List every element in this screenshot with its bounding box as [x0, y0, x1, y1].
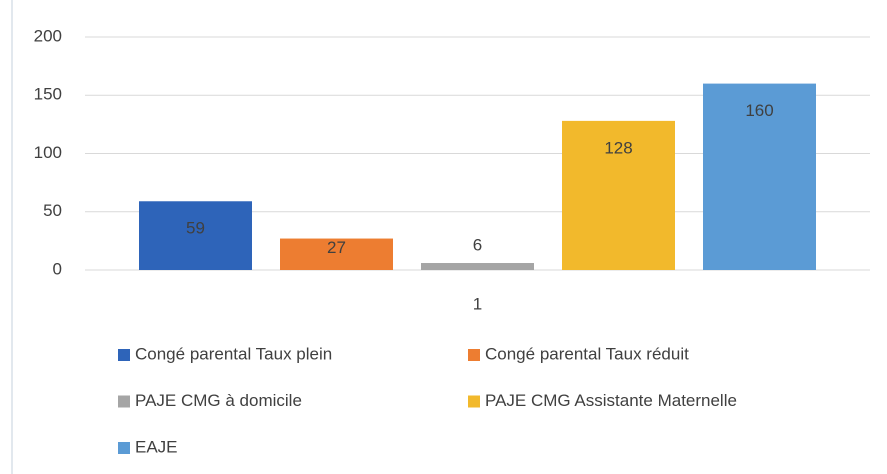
legend-label: Congé parental Taux réduit — [485, 344, 689, 363]
legend-swatch — [118, 395, 130, 408]
legend-swatch — [468, 349, 480, 361]
data-label: 160 — [745, 101, 773, 120]
legend-label: PAJE CMG à domicile — [135, 391, 302, 410]
legend-swatch — [468, 395, 480, 408]
data-label: 6 — [473, 235, 482, 254]
data-label: 59 — [186, 219, 205, 238]
legend-label: PAJE CMG Assistante Maternelle — [485, 391, 737, 410]
bar — [421, 263, 534, 270]
y-tick-label: 200 — [34, 26, 62, 45]
y-tick-label: 100 — [34, 143, 62, 162]
bar — [703, 83, 816, 270]
bar — [280, 238, 393, 270]
bar — [562, 120, 675, 270]
legend-label: Congé parental Taux plein — [135, 344, 332, 363]
data-label: 27 — [327, 238, 346, 257]
legend-swatch — [118, 442, 130, 454]
y-tick-label: 50 — [43, 201, 62, 220]
bar — [139, 201, 252, 270]
legend-swatch — [118, 349, 130, 361]
data-label: 128 — [604, 138, 632, 157]
y-tick-label: 150 — [34, 85, 62, 104]
legend-label: EAJE — [135, 437, 178, 456]
y-tick-label: 0 — [53, 259, 62, 278]
x-tick-label: 1 — [473, 294, 482, 313]
